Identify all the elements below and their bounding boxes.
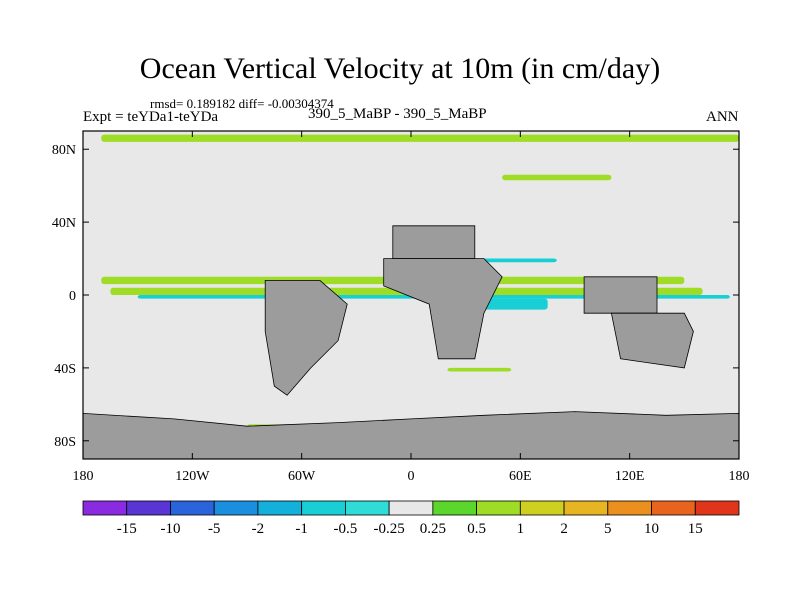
colorbar-label-5: -0.5	[334, 521, 358, 537]
colorbar-label-12: 10	[644, 521, 659, 537]
y-tick-label-4: 80S	[54, 435, 76, 450]
colorbar-swatch-10	[519, 500, 565, 516]
case-label: 390_5_MaBP - 390_5_MaBP	[308, 106, 487, 122]
x-tick-label-0: 180	[73, 469, 94, 484]
colorbar-swatch-8	[432, 500, 478, 516]
x-tick-label-5: 120E	[615, 469, 645, 484]
chart-title: Ocean Vertical Velocity at 10m (in cm/da…	[139, 52, 661, 85]
colorbar-label-6: -0.25	[374, 521, 405, 537]
colorbar-swatch-11	[563, 500, 609, 516]
colorbar-label-4: -1	[295, 521, 308, 537]
experiment-label: Expt = teYDa1-teYDa	[83, 109, 219, 125]
colorbar-swatch-0	[82, 500, 128, 516]
colorbar-label-8: 0.5	[467, 521, 486, 537]
colorbar-swatch-13	[651, 500, 696, 516]
colorbar-label-11: 5	[604, 521, 612, 537]
land-region-0	[392, 225, 476, 260]
colorbar-swatch-14	[694, 500, 740, 516]
colorbar-label-10: 2	[560, 521, 568, 537]
colorbar-swatch-2	[170, 500, 215, 516]
colorbar-swatch-4	[257, 500, 303, 516]
land-region-5	[83, 411, 739, 459]
rmsd-diff-stats: rmsd= 0.189182 diff= -0.00304374	[150, 96, 334, 111]
colorbar-swatch-12	[607, 500, 652, 516]
velocity-band-0	[101, 134, 739, 142]
x-tick-label-4: 60E	[509, 469, 532, 484]
land-mask	[83, 225, 739, 459]
x-tick-label-6: 180	[729, 469, 750, 484]
y-tick-label-2: 0	[69, 289, 76, 304]
y-tick-label-0: 80N	[52, 143, 76, 158]
colorbar-swatch-9	[476, 500, 521, 516]
land-region-3	[583, 276, 658, 314]
velocity-band-3	[502, 174, 612, 181]
colorbar-label-13: 15	[688, 521, 703, 537]
colorbar-label-0: -15	[117, 521, 137, 537]
axis-ticks: 180 120W 60W 0 60E 120E 180 80N 40N 0 40S 80S	[52, 131, 750, 484]
colorbar-label-2: -5	[208, 521, 221, 537]
colorbar-swatch-1	[126, 500, 171, 516]
season-label: ANN	[706, 109, 739, 125]
colorbar-swatch-5	[301, 500, 346, 516]
x-tick-label-2: 60W	[288, 469, 316, 484]
land-region-2	[264, 279, 348, 396]
x-tick-label-1: 120W	[175, 469, 210, 484]
velocity-band-4	[447, 367, 512, 372]
colorbar-swatch-7	[388, 500, 434, 516]
x-tick-label-3: 0	[408, 469, 415, 484]
land-region-4	[610, 312, 694, 369]
y-tick-label-3: 40S	[54, 362, 76, 377]
colorbar-label-3: -2	[252, 521, 265, 537]
colorbar-swatch-3	[213, 500, 259, 516]
land-region-1	[383, 258, 503, 360]
colorbar: -15 -10 -5 -2 -1 -0.5 -0.25 0.25 0.5 1 2 5 10 15	[82, 500, 740, 537]
y-tick-label-1: 40N	[52, 216, 76, 231]
colorbar-swatch-6	[344, 500, 390, 516]
colorbar-label-1: -10	[160, 521, 180, 537]
colorbar-label-7: 0.25	[420, 521, 446, 537]
colorbar-label-9: 1	[517, 521, 525, 537]
